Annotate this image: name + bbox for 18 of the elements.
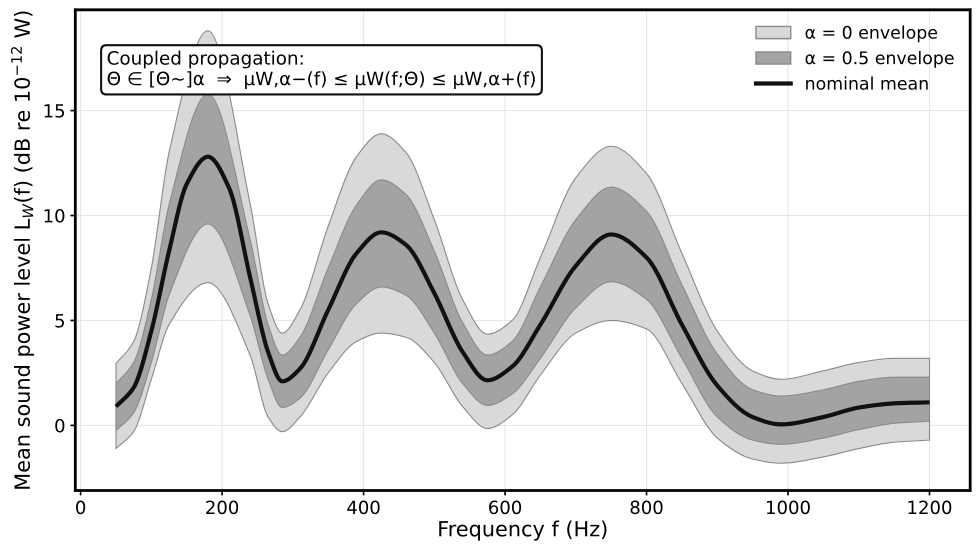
y-tick-label: 10 [44,208,64,223]
x-tick-label: 600 [489,500,522,514]
legend-label: α = 0.5 envelope [806,50,954,68]
x-tick-label: 1200 [908,500,952,514]
y-tick-label: 5 [55,314,64,328]
x-tick-label: 1000 [767,500,810,514]
legend-label: nominal mean [806,76,928,90]
y-tick-label: 0 [55,418,64,433]
x-tick-label: 0 [76,500,86,514]
y-tick-label: 15 [44,104,64,118]
legend-label: α = 0 envelope [806,25,938,42]
y-axis-title: Mean sound power level L$_{W}$(f) (dB re 10$^{−12}$ W) [10,11,34,489]
x-axis-title: Frequency f (Hz) [439,520,606,541]
line-series [114,154,932,426]
x-tick-label: 200 [206,500,238,514]
x-tick-label: 800 [630,500,663,514]
x-tick-label: 400 [347,500,380,514]
annotation: Coupled propagation: Θ ∈ [Θ~]α ⇒ μW,α−(f) ≤ μW(f;Θ) ≤ μW,α+(f) [108,50,535,89]
